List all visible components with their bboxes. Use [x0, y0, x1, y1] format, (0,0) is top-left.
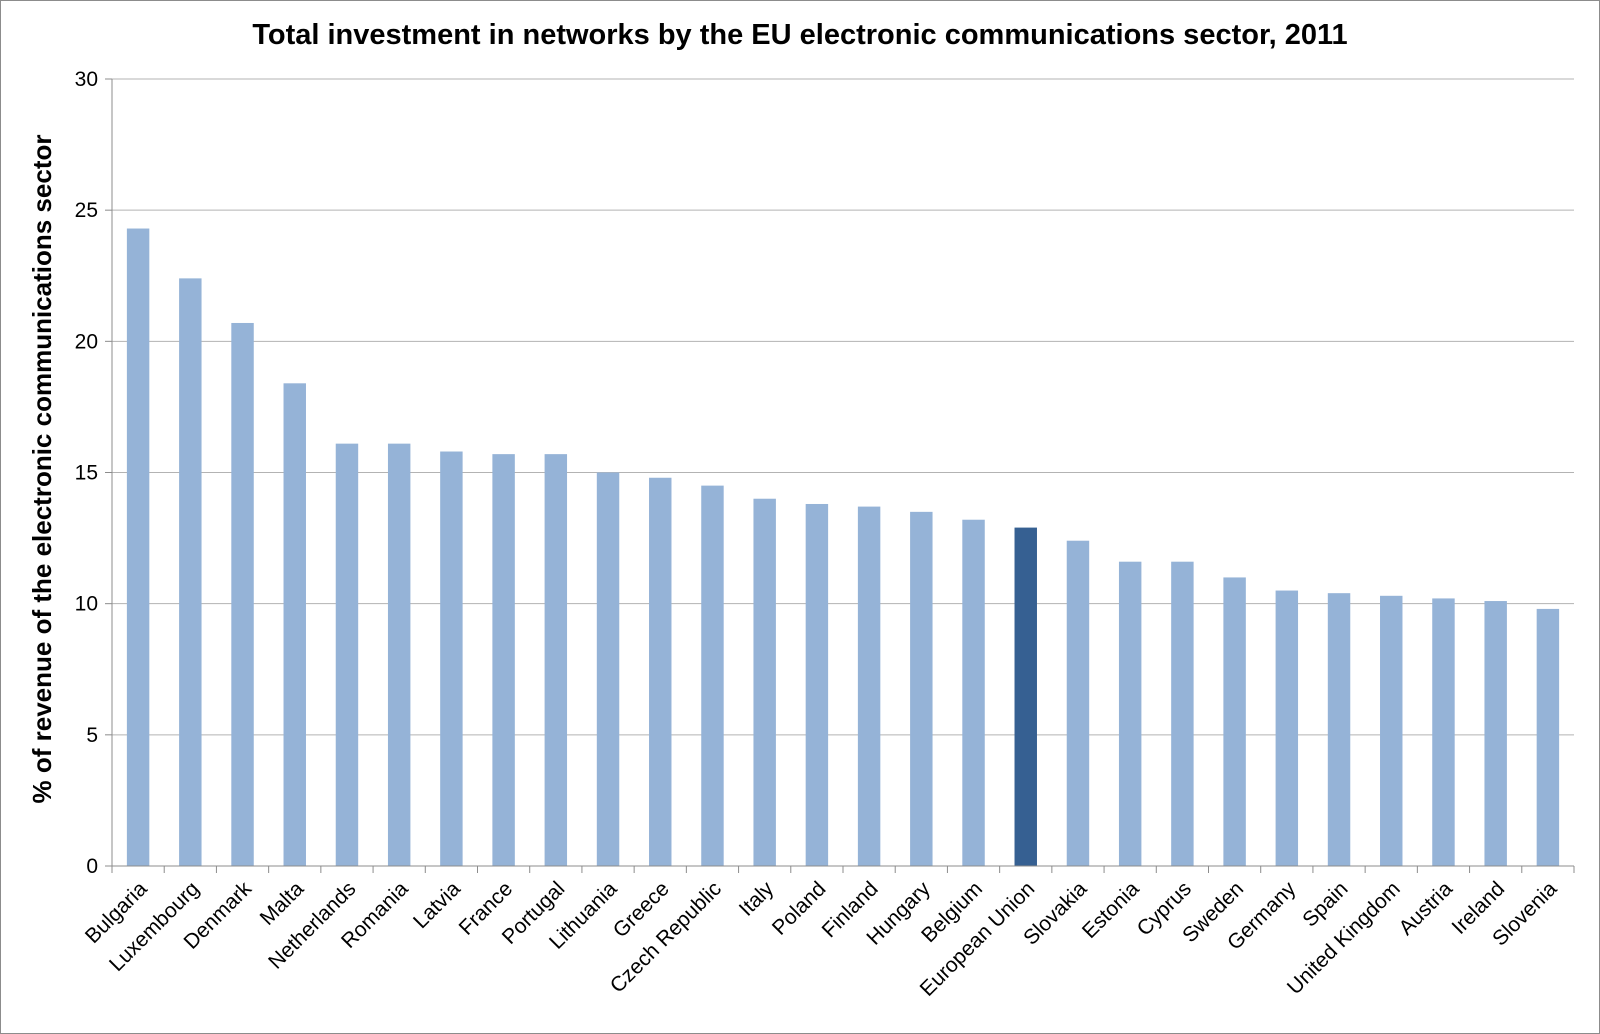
bar-france [492, 454, 515, 866]
bars [126, 228, 1560, 867]
y-tick-label: 25 [75, 199, 98, 222]
y-tick-label: 20 [75, 330, 98, 353]
bar-spain [1327, 593, 1351, 866]
bar-european-union [1014, 527, 1037, 866]
bar-romania [387, 443, 411, 866]
bar-hungary [910, 511, 933, 866]
bar-netherlands [335, 443, 359, 866]
x-category-label: Italy [735, 877, 779, 921]
bar-greece [649, 477, 672, 866]
chart-title: Total investment in networks by the EU e… [252, 19, 1347, 51]
bar-estonia [1118, 561, 1142, 866]
y-tick-label: 30 [75, 68, 98, 91]
y-tick-label: 15 [75, 462, 98, 485]
y-tick-label: 5 [86, 724, 98, 747]
bar-poland [805, 503, 829, 866]
bar-cyprus [1171, 561, 1194, 866]
bar-lithuania [596, 472, 620, 866]
axes [111, 79, 1575, 873]
bar-italy [753, 498, 776, 866]
bar-malta [283, 383, 306, 866]
bar-czech-republic [701, 485, 724, 866]
bar-united-kingdom [1380, 595, 1403, 866]
bar-luxembourg [179, 278, 202, 867]
gridlines [112, 78, 1574, 736]
x-category-label: Austria [1395, 877, 1458, 940]
bar-sweden [1223, 577, 1246, 866]
bar-slovenia [1536, 608, 1560, 866]
bar-portugal [544, 454, 568, 866]
bar-bulgaria [126, 228, 150, 866]
y-axis-label: % of revenue of the electronic communica… [27, 135, 57, 804]
bar-ireland [1484, 601, 1507, 866]
y-axis-ticks: 0 5 10 15 20 25 30 [75, 68, 112, 878]
bar-slovakia [1066, 540, 1090, 866]
bar-latvia [440, 451, 463, 866]
bar-austria [1432, 598, 1455, 866]
y-tick-label: 0 [86, 855, 98, 878]
x-category-label: Estonia [1078, 877, 1144, 943]
bar-belgium [962, 519, 985, 866]
y-tick-label: 10 [75, 593, 98, 616]
bar-finland [857, 506, 881, 866]
bar-denmark [231, 322, 254, 867]
bar-germany [1275, 590, 1299, 866]
